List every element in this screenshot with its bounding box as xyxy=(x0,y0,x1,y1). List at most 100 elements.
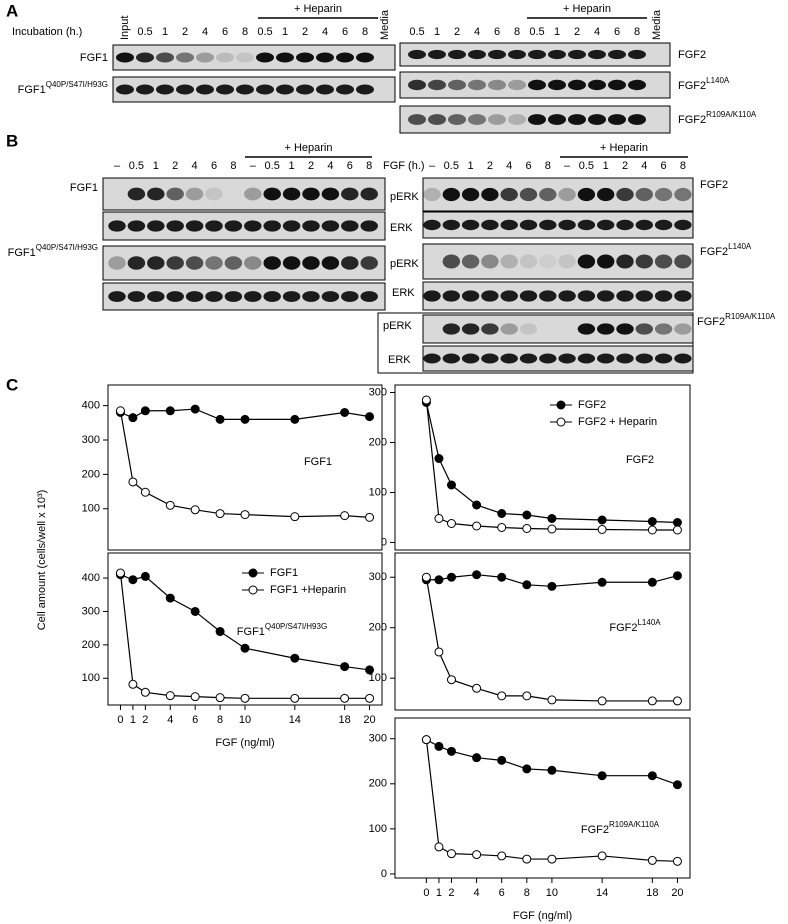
band xyxy=(461,187,480,202)
band xyxy=(423,353,441,364)
y-tick-label: 100 xyxy=(369,486,387,498)
panel-letter: B xyxy=(6,131,18,150)
band xyxy=(341,256,359,270)
band xyxy=(282,256,301,270)
data-point xyxy=(434,842,444,852)
legend-label: FGF1 +Heparin xyxy=(270,584,346,596)
data-point xyxy=(497,755,507,765)
data-point xyxy=(215,627,225,637)
band xyxy=(674,290,692,302)
x-tick-label: 6 xyxy=(499,887,505,899)
band xyxy=(442,290,460,302)
band xyxy=(176,52,194,63)
band xyxy=(500,254,518,269)
band xyxy=(500,323,518,335)
data-point xyxy=(672,525,682,535)
data-point xyxy=(497,851,507,861)
y-tick-label: 300 xyxy=(369,386,387,398)
band xyxy=(256,84,274,95)
incubation-label: Incubation (h.) xyxy=(12,26,82,38)
lane-label: 2 xyxy=(454,26,460,38)
lane-label: – xyxy=(564,160,571,172)
band xyxy=(635,187,653,202)
row-label-base: FGF2 xyxy=(678,114,706,126)
band xyxy=(147,187,165,201)
x-tick-label: 1 xyxy=(130,714,136,726)
x-tick-label: 0 xyxy=(117,714,123,726)
row-label: FGF2L140A xyxy=(700,242,752,258)
row-label: FGF1Q40P/S47I/H93G xyxy=(8,243,98,259)
band xyxy=(302,220,320,232)
band xyxy=(528,114,546,125)
band xyxy=(635,290,653,302)
row-label: FGF2R109A/K110A xyxy=(697,312,776,328)
data-point xyxy=(446,519,456,528)
data-point xyxy=(434,454,444,463)
series-line xyxy=(119,410,370,518)
lane-label: 1 xyxy=(434,26,440,38)
band xyxy=(224,256,243,270)
band xyxy=(442,187,460,202)
band xyxy=(236,52,254,63)
band xyxy=(205,220,223,232)
band xyxy=(597,254,615,269)
x-tick-label: 2 xyxy=(448,887,454,899)
lane-label: 0.5 xyxy=(129,160,144,172)
band xyxy=(442,219,460,231)
x-tick-label: 18 xyxy=(646,887,658,899)
row-label-sup: L140A xyxy=(728,242,752,251)
band xyxy=(468,79,486,91)
lane-label: Media xyxy=(651,9,663,40)
band xyxy=(577,353,596,364)
band xyxy=(356,84,374,95)
band xyxy=(597,187,615,202)
lane-label: 0.5 xyxy=(579,160,594,172)
data-point xyxy=(215,693,225,703)
band xyxy=(528,79,546,91)
data-point xyxy=(647,696,657,706)
band xyxy=(448,114,466,125)
band xyxy=(176,84,194,95)
data-point xyxy=(140,687,150,697)
band xyxy=(116,52,134,63)
legend-marker xyxy=(556,417,566,427)
band xyxy=(196,84,214,95)
data-point xyxy=(434,647,444,657)
data-point xyxy=(340,662,350,672)
data-point xyxy=(340,511,350,521)
blot-label: ERK xyxy=(390,222,413,234)
data-point xyxy=(365,412,375,422)
data-point xyxy=(240,693,250,703)
band xyxy=(481,323,499,335)
data-point xyxy=(290,653,300,663)
lane-label: 8 xyxy=(634,26,640,38)
x-tick-label: 0 xyxy=(423,887,429,899)
band xyxy=(185,220,204,232)
band xyxy=(356,52,374,63)
band xyxy=(428,79,446,91)
row-label: FGF2L140A xyxy=(678,76,730,92)
band xyxy=(508,49,526,60)
data-point xyxy=(472,570,482,580)
y-tick-label: 200 xyxy=(369,622,387,634)
y-axis-label: Cell amount (cells/well x 10³) xyxy=(36,490,48,631)
data-point xyxy=(115,406,125,416)
data-point xyxy=(215,414,225,424)
band xyxy=(156,84,174,95)
row-label-sup: L140A xyxy=(706,76,730,85)
band xyxy=(628,79,646,91)
band xyxy=(205,187,223,201)
lane-label: 8 xyxy=(230,160,236,172)
band xyxy=(448,49,466,60)
data-point xyxy=(672,518,682,527)
row-label-base: FGF2 xyxy=(678,49,706,61)
lane-label: 4 xyxy=(322,26,328,38)
lane-label: 1 xyxy=(603,160,609,172)
data-point xyxy=(597,515,607,525)
series-line xyxy=(425,577,678,702)
chart-annotation: FGF2 xyxy=(626,454,654,466)
data-point xyxy=(140,571,150,581)
lane-label: 2 xyxy=(622,160,628,172)
lane-label: 2 xyxy=(574,26,580,38)
